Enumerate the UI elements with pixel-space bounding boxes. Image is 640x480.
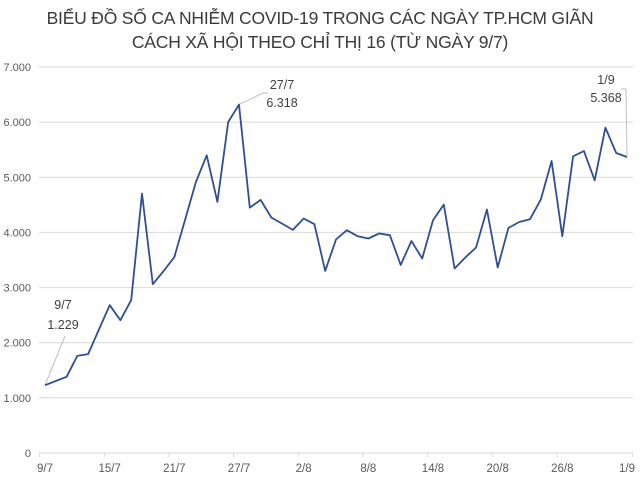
x-tick-label: 21/7 [163, 463, 185, 475]
data-annotations: 9/7 1.229 27/7 6.318 1/9 5.368 [47, 73, 621, 332]
cases-series-line [44, 103, 628, 387]
x-tick-label: 2/8 [296, 463, 312, 475]
x-tick-label: 8/8 [360, 463, 376, 475]
annotation-value: 6.318 [266, 96, 297, 110]
y-tick-label: 2.000 [3, 338, 31, 350]
annotation-value: 5.368 [590, 91, 621, 105]
chart-title: BIỂU ĐỒ SỐ CA NHIỄM COVID-19 TRONG CÁC N… [0, 6, 640, 54]
y-tick-label: 0 [25, 448, 31, 460]
y-tick-label: 5.000 [3, 172, 31, 184]
annotation-leader-lines [44, 88, 628, 386]
annotation-date: 9/7 [54, 298, 71, 312]
x-tick-label: 20/8 [486, 463, 508, 475]
x-tick-label: 9/7 [37, 463, 53, 475]
leader-line [621, 88, 628, 158]
chart-title-line-1: BIỂU ĐỒ SỐ CA NHIỄM COVID-19 TRONG CÁC N… [46, 8, 594, 28]
leader-line [238, 92, 268, 106]
y-tick-label: 4.000 [3, 227, 31, 239]
x-axis: 9/7 15/7 21/7 27/7 2/8 8/8 14/8 20/8 26/8 1/9 [37, 452, 635, 475]
y-tick-label: 7.000 [3, 62, 31, 74]
x-tick-label: 15/7 [98, 463, 120, 475]
annotation-date: 1/9 [597, 73, 614, 87]
gridlines [39, 66, 633, 399]
annotation-date: 27/7 [270, 78, 294, 92]
x-tick-label: 27/7 [228, 463, 250, 475]
y-tick-label: 6.000 [3, 117, 31, 129]
x-tick-label: 1/9 [619, 463, 635, 475]
y-tick-label: 3.000 [3, 283, 31, 295]
annotation-value: 1.229 [47, 318, 78, 332]
y-tick-label: 1.000 [3, 393, 31, 405]
chart-title-line-2: CÁCH XÃ HỘI THEO CHỈ THỊ 16 (TỪ NGÀY 9/7… [131, 32, 509, 52]
y-axis: 0 1.000 2.000 3.000 4.000 5.000 6.000 7.000 [3, 62, 31, 460]
x-tick-label: 26/8 [551, 463, 573, 475]
x-tick-label: 14/8 [422, 463, 444, 475]
leader-line [44, 335, 66, 386]
